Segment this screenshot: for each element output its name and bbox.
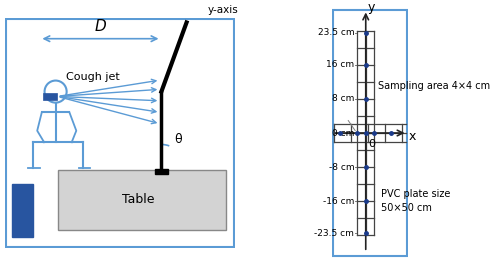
Text: -8 cm: -8 cm (328, 163, 354, 172)
Text: θ: θ (174, 133, 182, 146)
Text: x: x (408, 130, 416, 143)
Bar (58, 170, 226, 230)
Bar (12, 184, 32, 236)
Text: y-axis: y-axis (208, 5, 238, 15)
Text: Table: Table (122, 193, 154, 206)
Text: 23.5 cm: 23.5 cm (318, 28, 354, 38)
Text: 8 cm: 8 cm (332, 94, 354, 103)
Text: 0: 0 (368, 139, 375, 149)
Text: Cough jet: Cough jet (66, 72, 120, 82)
Bar (43, 93, 57, 100)
Text: 16 cm: 16 cm (326, 60, 354, 69)
Text: 0 cm: 0 cm (332, 128, 354, 138)
Text: Sampling area 4×4 cm: Sampling area 4×4 cm (378, 81, 490, 91)
Bar (154, 169, 168, 174)
Text: -16 cm: -16 cm (323, 197, 354, 206)
Text: D: D (94, 19, 106, 34)
Text: -23.5 cm: -23.5 cm (314, 228, 354, 238)
Text: y: y (368, 1, 375, 14)
Text: PVC plate size
50×50 cm: PVC plate size 50×50 cm (380, 189, 450, 213)
